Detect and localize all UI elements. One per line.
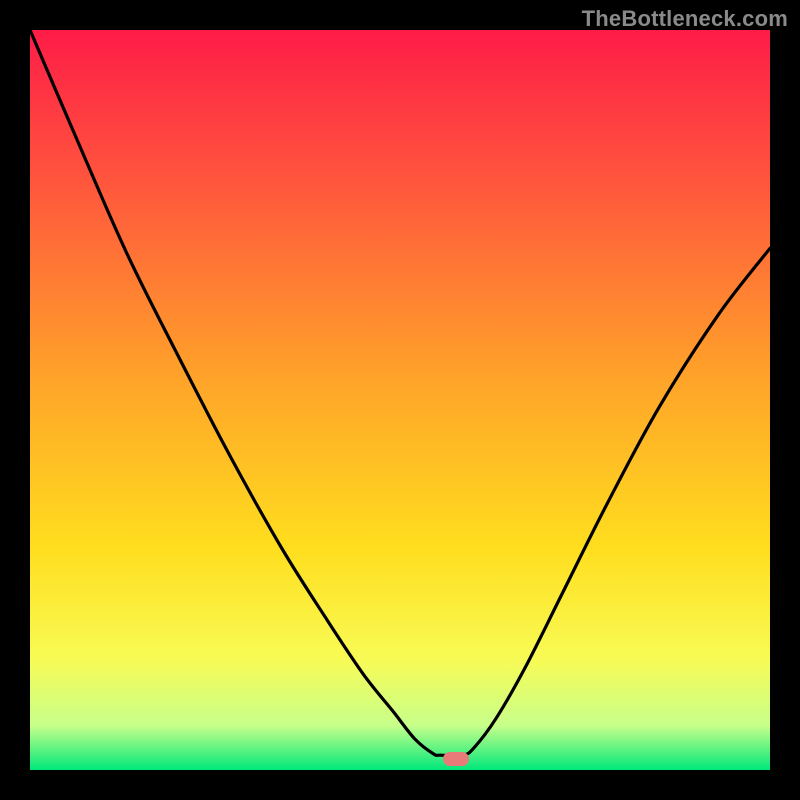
minimum-marker (443, 752, 469, 766)
watermark-text: TheBottleneck.com (582, 6, 788, 32)
gradient-plot-area (30, 30, 770, 770)
curve-svg (30, 30, 770, 770)
bottleneck-curve (30, 30, 770, 756)
